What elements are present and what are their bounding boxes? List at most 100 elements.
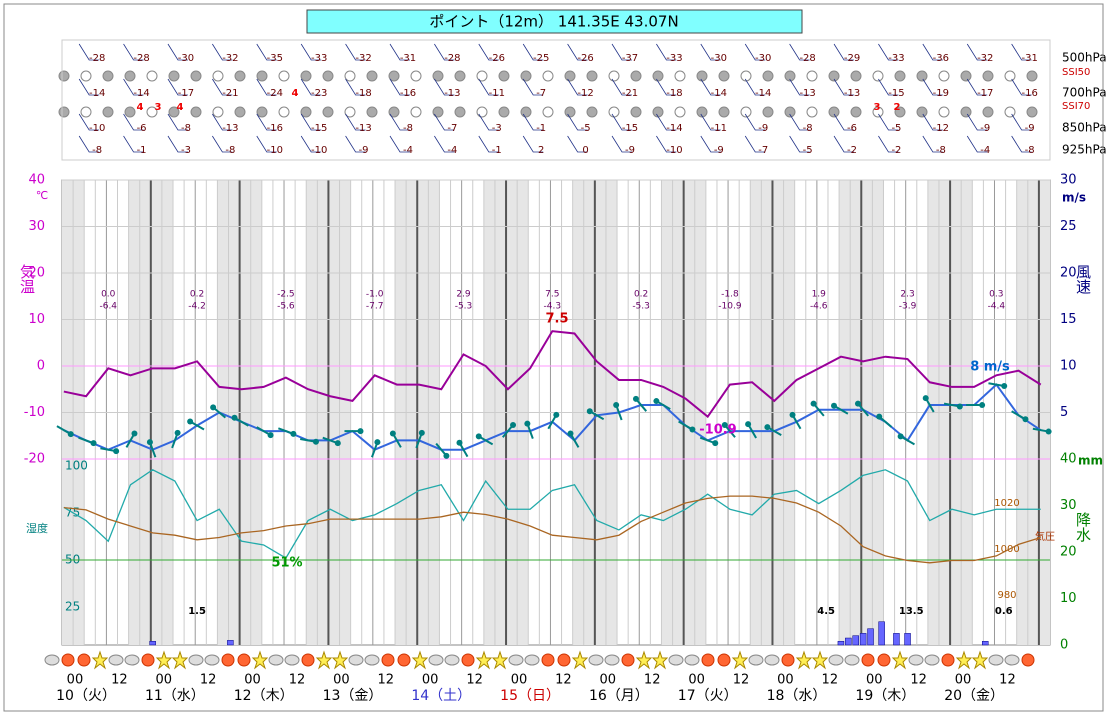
cloud-icon (828, 106, 840, 118)
weather-icon (988, 654, 1004, 666)
x-tick-label: 12 (200, 673, 217, 688)
upper-temp: -28 (89, 53, 105, 64)
daily-min: -5.3 (632, 302, 650, 312)
upper-temp: -29 (844, 53, 860, 64)
wind-arrow-head (810, 400, 817, 407)
cloud-icon (696, 106, 708, 118)
precip-bar (837, 641, 845, 646)
wind-barb (700, 113, 721, 131)
cloud-icon (454, 106, 466, 118)
precip-tick-label: 40 (1060, 452, 1077, 467)
humidity-tick-label: 100 (65, 459, 88, 473)
cloud-icon (784, 106, 796, 118)
wind-barb (300, 135, 322, 153)
upper-temp: -1 (137, 145, 147, 156)
daily-max: 2.9 (456, 290, 471, 300)
wind-barb (1011, 78, 1032, 96)
wind-barb (522, 78, 544, 96)
wind-arrow-head (456, 439, 463, 446)
weather-icon (61, 653, 75, 667)
upper-frame (61, 39, 1051, 161)
upper-temp: -9 (1025, 123, 1035, 134)
cloud-icon (388, 106, 400, 118)
cloud-icon (850, 106, 862, 118)
weather-icon (941, 653, 955, 667)
daily-max: -2.5 (277, 290, 295, 300)
cloud-icon (630, 70, 642, 82)
wind-arrow-head (231, 414, 238, 421)
precip-bar (981, 641, 989, 646)
pressure-tick-label: 980 (997, 590, 1016, 601)
upper-temp: -1 (536, 123, 546, 134)
cloud-icon (410, 106, 422, 118)
weather-icon (237, 653, 251, 667)
wind-barb (434, 113, 455, 131)
weather-icon (604, 654, 620, 666)
upper-temp: -36 (933, 53, 949, 64)
precip-tick-label: 30 (1060, 498, 1077, 513)
weather-icon (1004, 654, 1020, 666)
cloud-icon (982, 70, 994, 82)
cloud-icon (168, 70, 180, 82)
wind-barb (700, 78, 721, 96)
cloud-icon (498, 70, 510, 82)
day-label: 14（土） (411, 688, 471, 704)
weather-icon (91, 650, 109, 670)
wind-barb (256, 78, 277, 96)
wind-barb (256, 43, 277, 61)
upper-temp: -6 (137, 123, 147, 134)
cloud-icon (718, 106, 730, 118)
upper-temp: -35 (267, 53, 283, 64)
weather-icon (428, 654, 444, 666)
cloud-icon (894, 70, 906, 82)
upper-temp: -10 (666, 145, 682, 156)
wind-arrow-head (653, 398, 660, 405)
y-tick-label: 10 (28, 312, 45, 327)
upper-temp: -23 (311, 88, 327, 99)
level-name: 925hPa (1062, 143, 1107, 157)
cloud-icon (278, 106, 290, 118)
x-tick-label: 12 (910, 673, 927, 688)
x-tick-label: 12 (555, 673, 572, 688)
cloud-icon (850, 70, 862, 82)
wind-barb (389, 43, 410, 61)
cloud-icon (696, 70, 708, 82)
day-label: 13（金） (323, 688, 383, 704)
daily-max: 7.5 (545, 290, 559, 300)
upper-temp: -31 (1021, 53, 1037, 64)
weather-icon (701, 653, 715, 667)
cloud-icon (498, 106, 510, 118)
wind-barb (345, 78, 366, 96)
wind-barb (434, 78, 455, 96)
upper-temp: -33 (666, 53, 682, 64)
cloud-icon (256, 70, 268, 82)
daily-precip: 1.5 (188, 606, 206, 617)
weather-icon (891, 650, 909, 670)
wind-barb (833, 43, 855, 61)
day-label: 19（木） (855, 688, 915, 704)
upper-temp: -9 (359, 145, 369, 156)
weather-icon (108, 654, 124, 666)
wind-arrow-head (689, 426, 696, 433)
daily-max: -1.8 (721, 290, 739, 300)
wind-barb (1011, 43, 1032, 61)
wind-arrow-head (1022, 416, 1029, 423)
wind-barb (922, 113, 943, 131)
weather-icon (508, 654, 524, 666)
upper-temp: -17 (977, 88, 993, 99)
wind-arrow-head (897, 433, 904, 440)
daily-min: -4.4 (988, 302, 1006, 312)
cloud-icon (102, 106, 114, 118)
daily-max: -1.0 (366, 290, 384, 300)
pressure-label: 気圧 (1035, 530, 1055, 543)
cloud-icon (762, 106, 774, 118)
annotation: 51% (271, 556, 302, 571)
cloud-icon (190, 70, 202, 82)
x-tick-label: 00 (866, 673, 883, 688)
x-tick-label: 12 (999, 673, 1016, 688)
upper-temp: -26 (577, 53, 593, 64)
upper-temp: -2 (891, 145, 901, 156)
wind-arrow-head (334, 440, 341, 447)
weather-icon (171, 650, 189, 670)
wind-arrow-head (210, 404, 217, 411)
